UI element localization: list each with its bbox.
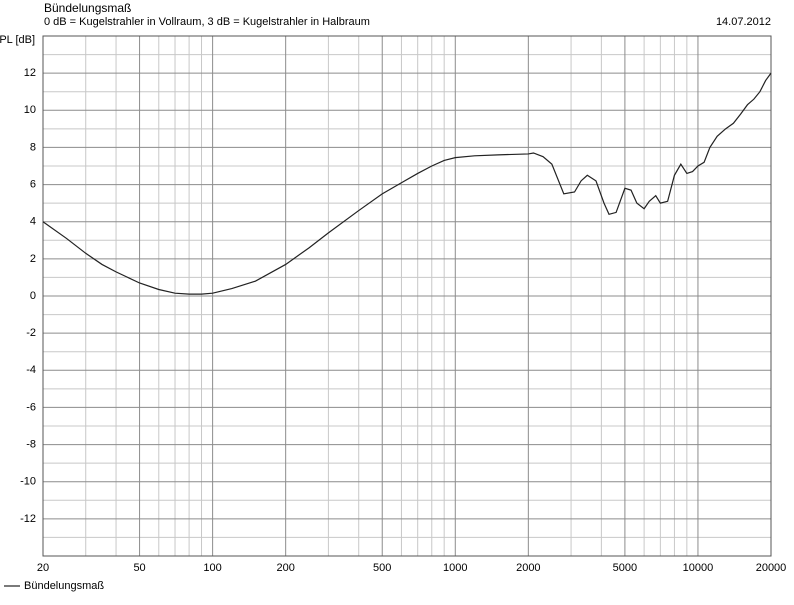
chart-date: 14.07.2012 [716,16,771,28]
x-tick-label: 20 [37,562,49,574]
x-tick-label: 10000 [683,562,714,574]
x-tick-label: 200 [276,562,294,574]
y-tick-label: 6 [30,178,36,190]
y-axis-label: SPL [dB] [0,34,35,46]
chart-subtitle: 0 dB = Kugelstrahler in Vollraum, 3 dB =… [44,16,370,28]
chart-title: Bündelungsmaß [44,1,131,15]
plot-border [42,35,772,557]
x-tick-label: 100 [203,562,221,574]
y-tick-label: 4 [30,216,36,228]
y-tick-label: 8 [30,141,36,153]
y-tick-label: 0 [30,290,36,302]
x-tick-label: 20000 [756,562,787,574]
x-tick-label: 1000 [443,562,467,574]
x-tick-label: 50 [133,562,145,574]
y-tick-label: -4 [26,364,36,376]
y-tick-label: 2 [30,253,36,265]
y-tick-label: -10 [20,476,36,488]
y-tick-label: -6 [26,401,36,413]
x-tick-label: 2000 [516,562,540,574]
y-tick-label: -8 [26,438,36,450]
y-tick-label: -12 [20,513,36,525]
legend-label: Bündelungsmaß [24,580,104,592]
y-tick-label: -2 [26,327,36,339]
x-tick-label: 5000 [613,562,637,574]
data-line [42,72,772,295]
x-tick-label: 500 [373,562,391,574]
y-tick-label: 12 [24,67,36,79]
y-tick-label: 10 [24,104,36,116]
